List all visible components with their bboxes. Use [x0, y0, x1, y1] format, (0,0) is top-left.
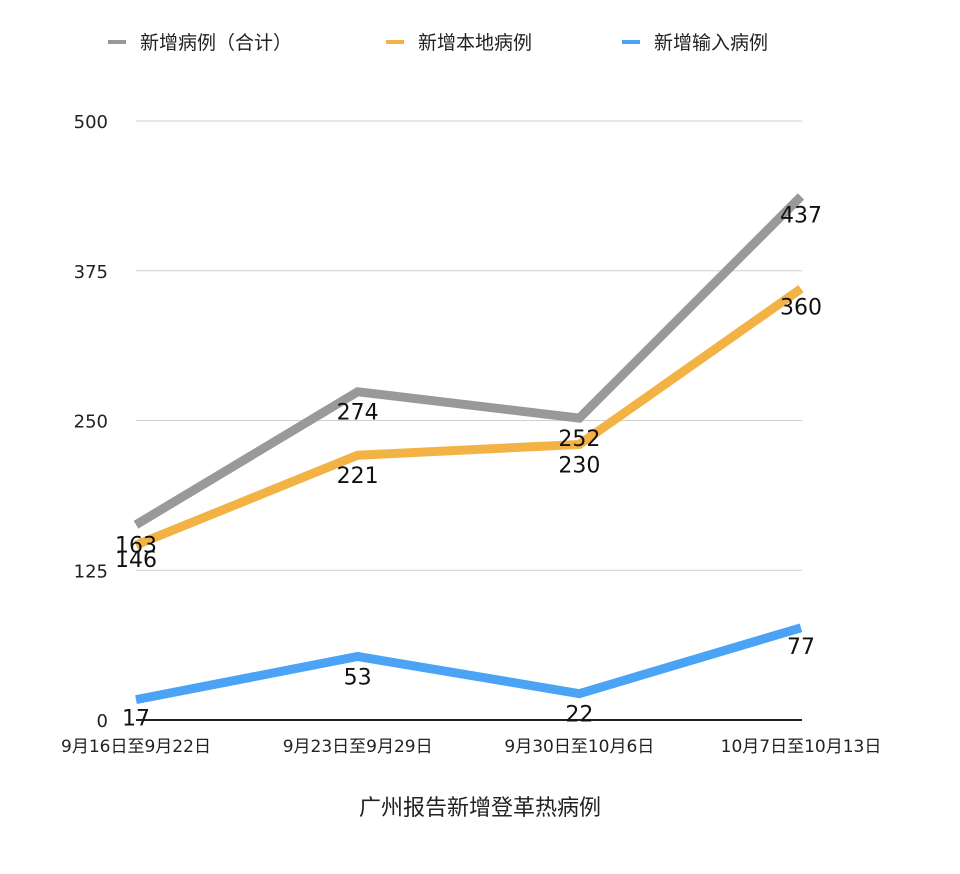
y-tick-label: 125: [74, 561, 108, 582]
y-tick-label: 375: [74, 262, 108, 283]
y-tick-label: 500: [74, 112, 108, 133]
legend-swatch-icon: [386, 39, 404, 44]
data-label: 22: [565, 703, 593, 728]
y-tick-label: 250: [74, 412, 108, 433]
legend-label: 新增本地病例: [418, 32, 533, 54]
data-label: 221: [337, 464, 379, 489]
series-line: [135, 623, 803, 705]
legend-item-total: 新增病例（合计）: [108, 28, 292, 55]
legend-swatch-icon: [622, 39, 640, 44]
data-label: 252: [558, 427, 600, 452]
data-label: 146: [115, 548, 157, 573]
data-label: 360: [780, 296, 822, 321]
series-line: [134, 285, 804, 550]
legend-swatch-icon: [108, 39, 126, 44]
x-tick-label: 9月16日至9月22日: [61, 737, 211, 757]
x-tick-label: 10月7日至10月13日: [721, 737, 882, 757]
chart-title: 广州报告新增登革热病例: [358, 796, 601, 821]
legend-label: 新增病例（合计）: [140, 32, 293, 54]
data-label: 53: [344, 666, 372, 691]
legend-label: 新增输入病例: [654, 32, 769, 54]
chart-legend: 新增病例（合计） 新增本地病例 新增输入病例: [0, 28, 960, 58]
data-label: 163: [115, 534, 157, 559]
legend-item-imported: 新增输入病例: [622, 28, 768, 55]
x-tick-label: 9月23日至9月29日: [283, 737, 433, 757]
data-label: 17: [122, 707, 150, 732]
y-tick-label: 0: [97, 711, 108, 732]
series-line: [133, 193, 805, 529]
data-label: 274: [337, 401, 379, 426]
data-label: 437: [780, 203, 822, 228]
data-label: 230: [558, 453, 600, 478]
x-tick-label: 9月30日至10月6日: [504, 737, 654, 757]
data-label: 77: [787, 635, 815, 660]
legend-item-local: 新增本地病例: [386, 28, 532, 55]
